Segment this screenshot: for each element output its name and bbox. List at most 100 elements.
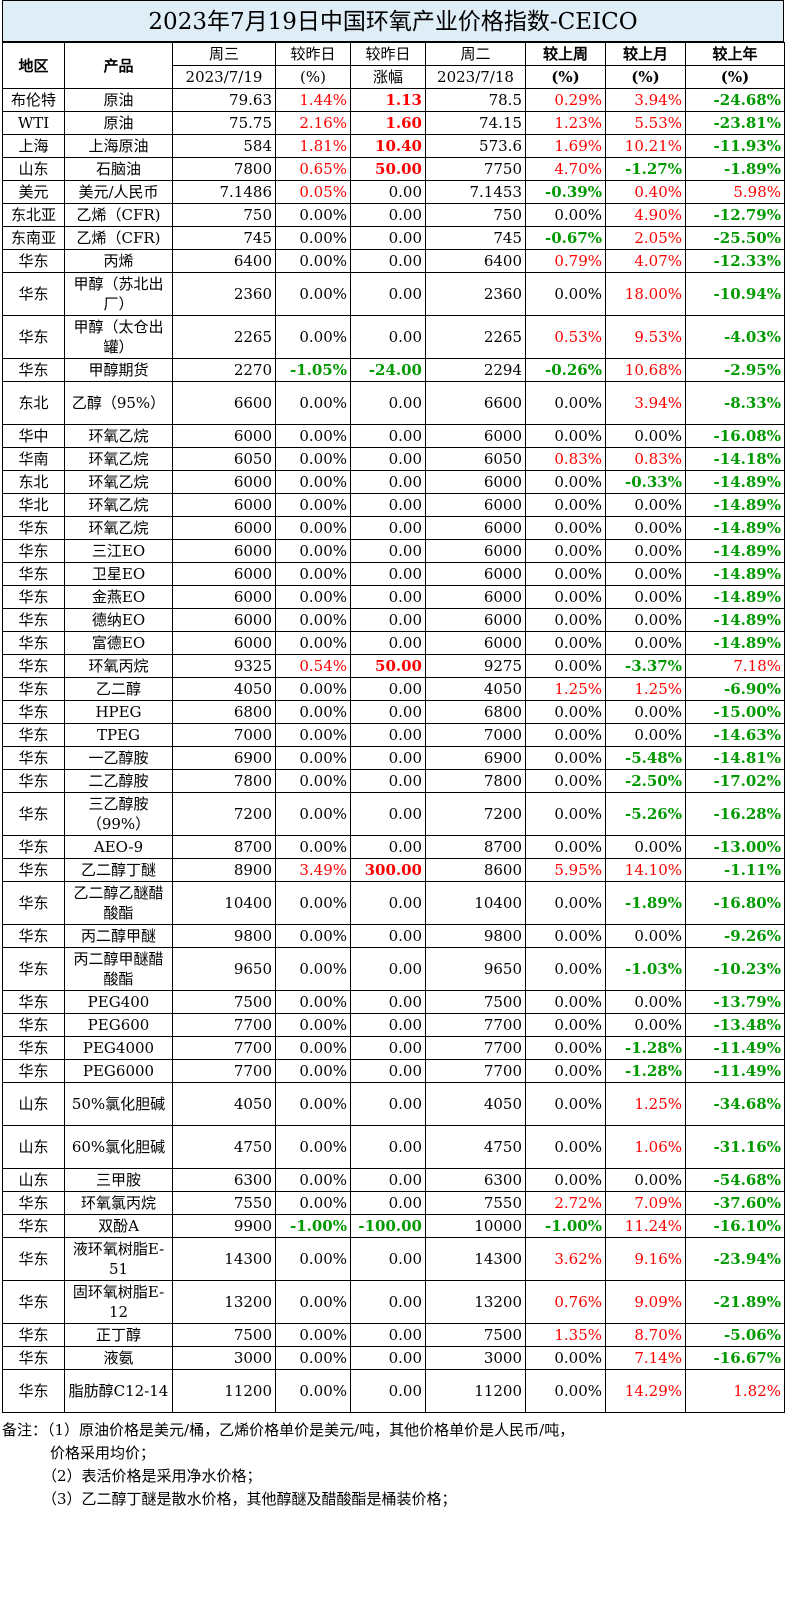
cell-pct: 0.05% — [275, 180, 351, 204]
cell-year: -13.00% — [685, 835, 785, 859]
cell-week: 0.00% — [525, 608, 606, 632]
header-tue: 周二 — [425, 42, 526, 66]
cell-region: 华东 — [2, 947, 65, 991]
table-row: 华东 丙二醇甲醚 9800 0.00% 0.00 9800 0.00% 0.00% -9.26% — [2, 924, 785, 948]
cell-week: 0.00% — [525, 631, 606, 655]
cell-product: 原油 — [64, 88, 173, 112]
cell-product: 双酚A — [64, 1214, 173, 1238]
cell-wed: 8900 — [172, 858, 276, 882]
cell-week: 0.00% — [525, 1369, 606, 1413]
cell-product: 三甲胺 — [64, 1168, 173, 1192]
cell-tue: 750 — [425, 203, 526, 227]
cell-product: 三江EO — [64, 539, 173, 563]
cell-year: -24.68% — [685, 88, 785, 112]
cell-tue: 7000 — [425, 723, 526, 747]
cell-product: 二乙醇胺 — [64, 769, 173, 793]
cell-pct: -1.05% — [275, 358, 351, 382]
cell-chg: 0.00 — [350, 1082, 426, 1126]
cell-pct: 0.00% — [275, 677, 351, 701]
cell-wed: 6000 — [172, 562, 276, 586]
table-row: 华东 环氧乙烷 6000 0.00% 0.00 6000 0.00% 0.00% -14.89% — [2, 516, 785, 540]
cell-region: 布伦特 — [2, 88, 65, 112]
table-row: 华东 一乙醇胺 6900 0.00% 0.00 6900 0.00% -5.48% -14.81… — [2, 746, 785, 770]
cell-pct: 0.00% — [275, 631, 351, 655]
cell-region: 山东 — [2, 1125, 65, 1169]
table-row: 华东 AEO-9 8700 0.00% 0.00 8700 0.00% 0.00% -13.00… — [2, 835, 785, 859]
cell-region: 华东 — [2, 249, 65, 273]
cell-pct: 0.00% — [275, 381, 351, 425]
cell-month: 0.00% — [605, 493, 686, 517]
cell-tue: 7550 — [425, 1191, 526, 1215]
cell-week: 0.00% — [525, 723, 606, 747]
cell-pct: 0.00% — [275, 990, 351, 1014]
header-week-pct: (%) — [525, 65, 606, 89]
table-row: 华东 乙二醇乙醚醋酸酯 10400 0.00% 0.00 10400 0.00% -1.89%… — [2, 881, 785, 925]
cell-region: WTI — [2, 111, 65, 135]
cell-year: -4.03% — [685, 315, 785, 359]
cell-year: -10.94% — [685, 272, 785, 316]
table-row: 华东 富德EO 6000 0.00% 0.00 6000 0.00% 0.00% -14.89% — [2, 631, 785, 655]
cell-chg: 0.00 — [350, 881, 426, 925]
cell-product: 一乙醇胺 — [64, 746, 173, 770]
cell-week: 0.00% — [525, 746, 606, 770]
cell-tue: 9275 — [425, 654, 526, 678]
cell-month: 0.83% — [605, 447, 686, 471]
cell-year: -14.89% — [685, 470, 785, 494]
cell-chg: 0.00 — [350, 562, 426, 586]
cell-chg: 0.00 — [350, 447, 426, 471]
cell-product: HPEG — [64, 700, 173, 724]
cell-pct: 0.00% — [275, 1346, 351, 1370]
cell-region: 华东 — [2, 539, 65, 563]
cell-product: 固环氧树脂E-12 — [64, 1280, 173, 1324]
cell-week: 0.00% — [525, 562, 606, 586]
cell-year: -15.00% — [685, 700, 785, 724]
cell-year: -2.95% — [685, 358, 785, 382]
cell-week: 0.00% — [525, 881, 606, 925]
cell-pct: -1.00% — [275, 1214, 351, 1238]
cell-chg: 0.00 — [350, 746, 426, 770]
cell-month: -5.48% — [605, 746, 686, 770]
note-line-3: （2）表活价格是采用净水价格； — [42, 1467, 262, 1485]
cell-month: 4.07% — [605, 249, 686, 273]
cell-chg: 1.60 — [350, 111, 426, 135]
cell-region: 华南 — [2, 447, 65, 471]
cell-product: 丙二醇甲醚 — [64, 924, 173, 948]
cell-week: 1.23% — [525, 111, 606, 135]
table-row: 华东 丙二醇甲醚醋酸酯 9650 0.00% 0.00 9650 0.00% -1.03% -1… — [2, 947, 785, 991]
cell-region: 美元 — [2, 180, 65, 204]
cell-tue: 78.5 — [425, 88, 526, 112]
header-month-pct: (%) — [605, 65, 686, 89]
cell-product: 石脑油 — [64, 157, 173, 181]
cell-tue: 6600 — [425, 381, 526, 425]
price-index-sheet: 2023年7月19日中国环氧产业价格指数-CEICO 地区 产品 周三 较昨日 … — [2, 0, 785, 1614]
cell-wed: 7.1486 — [172, 180, 276, 204]
cell-year: 5.98% — [685, 180, 785, 204]
cell-chg: 0.00 — [350, 493, 426, 517]
note-line-1: 备注：（1）原油价格是美元/桶，乙烯价格单价是美元/吨，其他价格单价是人民币/吨… — [2, 1421, 575, 1439]
cell-week: 0.00% — [525, 769, 606, 793]
cell-year: -6.90% — [685, 677, 785, 701]
cell-pct: 0.00% — [275, 1036, 351, 1060]
cell-chg: 0.00 — [350, 180, 426, 204]
cell-product: 乙醇（95%） — [64, 381, 173, 425]
cell-tue: 11200 — [425, 1369, 526, 1413]
cell-region: 华东 — [2, 631, 65, 655]
cell-product: 原油 — [64, 111, 173, 135]
cell-week: 0.00% — [525, 539, 606, 563]
cell-wed: 6000 — [172, 608, 276, 632]
cell-product: TPEG — [64, 723, 173, 747]
cell-year: -25.50% — [685, 226, 785, 250]
table-row: 华东 二乙醇胺 7800 0.00% 0.00 7800 0.00% -2.50% -17.02… — [2, 769, 785, 793]
cell-product: 60%氯化胆碱 — [64, 1125, 173, 1169]
cell-chg: 0.00 — [350, 585, 426, 609]
cell-product: 甲醇（太仓出罐） — [64, 315, 173, 359]
cell-tue: 2265 — [425, 315, 526, 359]
cell-region: 华北 — [2, 493, 65, 517]
cell-tue: 4050 — [425, 677, 526, 701]
cell-week: 5.95% — [525, 858, 606, 882]
table-row: 华东 乙二醇丁醚 8900 3.49% 300.00 8600 5.95% 14.10% -1.… — [2, 858, 785, 882]
cell-wed: 7000 — [172, 723, 276, 747]
cell-week: 3.62% — [525, 1237, 606, 1281]
cell-wed: 10400 — [172, 881, 276, 925]
table-row: 华东 脂肪醇C12-14 11200 0.00% 0.00 11200 0.00% 14.29… — [2, 1369, 785, 1413]
